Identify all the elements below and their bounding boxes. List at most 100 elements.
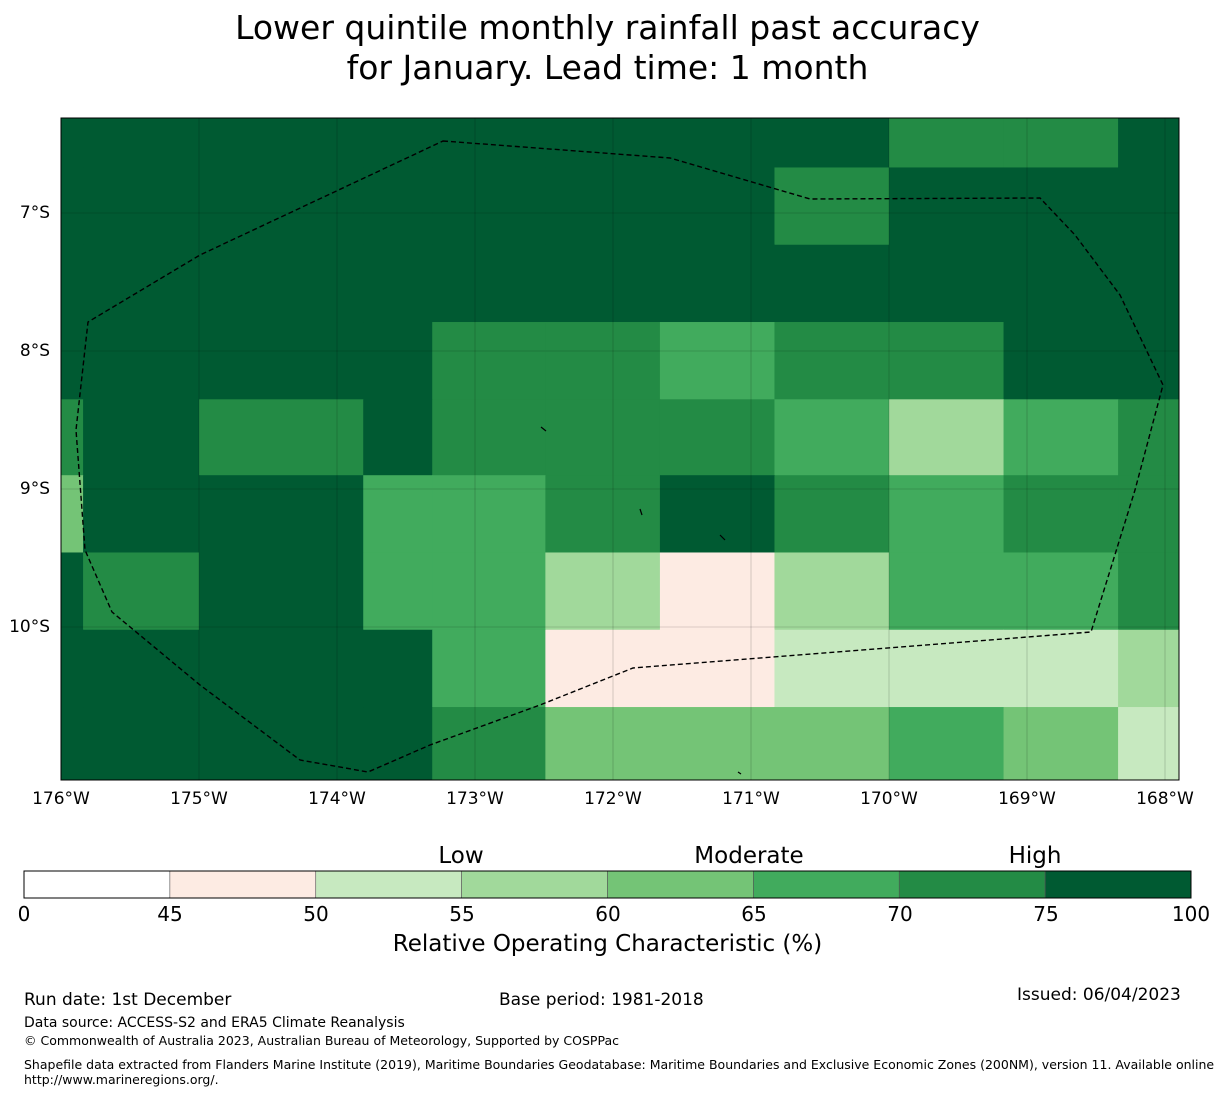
heatmap-cell bbox=[363, 399, 433, 476]
heatmap-cell bbox=[889, 399, 1005, 476]
heatmap-cell bbox=[363, 322, 433, 400]
heatmap-cell bbox=[1003, 629, 1119, 708]
heatmap-cell bbox=[659, 707, 775, 781]
heatmap-cell bbox=[199, 399, 364, 476]
heatmap-cell bbox=[774, 167, 890, 246]
colorbar-tick: 0 bbox=[17, 902, 31, 926]
heatmap-cell bbox=[199, 552, 364, 631]
heatmap-cell bbox=[199, 707, 364, 781]
lon-label: 170°W bbox=[860, 789, 918, 809]
heatmap-cell bbox=[61, 629, 84, 708]
heatmap-cell bbox=[1003, 167, 1119, 246]
heatmap-cell bbox=[83, 399, 200, 476]
heatmap-cell bbox=[199, 244, 364, 323]
heatmap-cell bbox=[545, 244, 661, 323]
heatmap-cell bbox=[199, 118, 364, 168]
heatmap-cell bbox=[432, 322, 546, 400]
heatmap-cell bbox=[545, 629, 661, 708]
heatmap-cell bbox=[545, 552, 661, 631]
heatmap-cell bbox=[1118, 322, 1180, 400]
heatmap-cell bbox=[83, 475, 200, 553]
heatmap-cell bbox=[545, 707, 661, 781]
heatmap-cell bbox=[61, 244, 84, 323]
lat-label: 8°S bbox=[19, 341, 50, 361]
heatmap-cell bbox=[61, 118, 84, 168]
island-mark bbox=[719, 534, 726, 541]
heatmap-cell bbox=[774, 322, 890, 400]
heatmap-cell bbox=[545, 322, 661, 400]
heatmap-cell bbox=[363, 118, 433, 168]
heatmap-cell bbox=[774, 244, 890, 323]
heatmap-cell bbox=[774, 629, 890, 708]
heatmap-cell bbox=[1118, 552, 1180, 631]
colorbar-bin bbox=[898, 870, 1046, 899]
shapefile-url: http://www.marineregions.org/. bbox=[24, 1072, 219, 1087]
heatmap-cell bbox=[1118, 118, 1180, 168]
heatmap-cell bbox=[1003, 118, 1119, 168]
colorbar-tick: 75 bbox=[1033, 902, 1059, 926]
heatmap-cell bbox=[61, 399, 84, 476]
heatmap-cell bbox=[1118, 167, 1180, 246]
heatmap-cell bbox=[199, 629, 364, 708]
colorbar-bin bbox=[461, 870, 608, 899]
heatmap-cell bbox=[363, 167, 433, 246]
copyright: © Commonwealth of Australia 2023, Austra… bbox=[24, 1033, 619, 1048]
heatmap-cell bbox=[659, 322, 775, 400]
map-frame bbox=[60, 117, 1180, 781]
heatmap-cell bbox=[545, 475, 661, 553]
heatmap-cell bbox=[774, 399, 890, 476]
lon-label: 168°W bbox=[1136, 789, 1194, 809]
heatmap-cell bbox=[432, 475, 546, 553]
heatmap-cell bbox=[199, 167, 364, 246]
heatmap-cell bbox=[83, 707, 200, 781]
colorbar-tick: 60 bbox=[595, 902, 621, 926]
heatmap-cell bbox=[61, 552, 84, 631]
colorbar-tick: 50 bbox=[303, 902, 329, 926]
heatmap-cell bbox=[889, 552, 1005, 631]
colorbar-bin bbox=[315, 870, 462, 899]
title-line-1: Lower quintile monthly rainfall past acc… bbox=[235, 8, 980, 47]
heatmap-cell bbox=[889, 322, 1005, 400]
heatmap-cell bbox=[432, 167, 546, 246]
colorbar-tick: 55 bbox=[449, 902, 475, 926]
heatmap-cell bbox=[1118, 629, 1180, 708]
heatmap-cell bbox=[1118, 244, 1180, 323]
colorbar-frame bbox=[23, 870, 1192, 899]
heatmap-cell bbox=[363, 475, 433, 553]
heatmap-cell bbox=[1003, 552, 1119, 631]
shapefile-credit: Shapefile data extracted from Flanders M… bbox=[24, 1057, 1215, 1072]
colorbar-tick: 45 bbox=[157, 902, 183, 926]
colorbar-bin bbox=[753, 870, 900, 899]
heatmap-cell bbox=[1003, 707, 1119, 781]
heatmap-cell bbox=[889, 118, 1005, 168]
lon-label: 176°W bbox=[32, 789, 90, 809]
colorbar-tick: 70 bbox=[887, 902, 913, 926]
heatmap-cell bbox=[1003, 322, 1119, 400]
lon-label: 175°W bbox=[170, 789, 228, 809]
heatmap-cell bbox=[1003, 475, 1119, 553]
island-mark bbox=[639, 508, 643, 516]
base-period: Base period: 1981-2018 bbox=[499, 990, 704, 1010]
heatmap-cell bbox=[889, 629, 1005, 708]
lon-label: 173°W bbox=[446, 789, 504, 809]
heatmap-cell bbox=[83, 552, 200, 631]
heatmap-cell bbox=[774, 118, 890, 168]
heatmap-cell bbox=[659, 475, 775, 553]
title-line-2: for January. Lead time: 1 month bbox=[346, 48, 869, 87]
colorbar-bin bbox=[1044, 870, 1192, 899]
heatmap-cell bbox=[545, 167, 661, 246]
heatmap-cell bbox=[659, 629, 775, 708]
heatmap-cell bbox=[199, 475, 364, 553]
heatmap-cell bbox=[83, 629, 200, 708]
heatmap-cell bbox=[545, 399, 661, 476]
heatmap-cell bbox=[83, 322, 200, 400]
heatmap-cell bbox=[889, 475, 1005, 553]
colorbar-bin bbox=[23, 870, 171, 899]
heatmap-cell bbox=[61, 707, 84, 781]
island-mark bbox=[737, 771, 742, 775]
heatmap-cell bbox=[545, 118, 661, 168]
category-low: Low bbox=[438, 843, 484, 869]
lon-label: 174°W bbox=[308, 789, 366, 809]
heatmap-cell bbox=[889, 167, 1005, 246]
